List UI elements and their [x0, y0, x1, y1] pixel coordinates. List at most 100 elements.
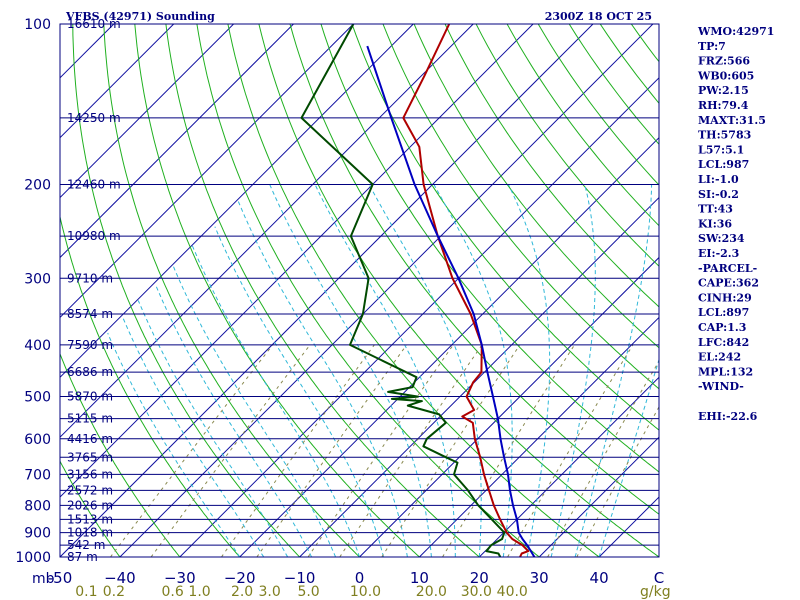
temperature-trace: [402, 24, 530, 557]
moist-adiabat-line: [137, 300, 289, 557]
index-value: SI:-0.2: [698, 188, 739, 201]
pressure-unit-label: mb: [32, 571, 55, 587]
temperature-tick-label: 10: [410, 569, 429, 587]
dry-adiabat-line: [776, 12, 800, 557]
index-value: LCL:897: [698, 306, 749, 319]
isotherm-line: [299, 196, 659, 557]
isotherm-line: [60, 24, 594, 557]
mixing-ratio-label: 3.0: [259, 584, 281, 600]
mixing-ratio-label: 10.0: [350, 584, 381, 600]
height-label: 8574 m: [67, 307, 113, 321]
mixing-ratio-label: 1.0: [188, 584, 210, 600]
pressure-tick-label: 500: [24, 390, 51, 406]
moist-adiabat-line: [107, 332, 241, 557]
isotherm-line: [359, 256, 659, 557]
moist-adiabat-line: [368, 184, 482, 557]
height-label: 16610 m: [67, 17, 121, 31]
index-value: MAXT:31.5: [698, 114, 766, 127]
mixing-ratio-label: 40.0: [497, 584, 528, 600]
index-value: RH:79.4: [698, 99, 749, 112]
isotherm-line: [239, 136, 659, 557]
isotherm-line: [60, 24, 234, 199]
index-value: TT:43: [698, 203, 733, 216]
dewpoint-trace: [300, 24, 506, 557]
mixing-ratio-unit-label: g/kg: [640, 584, 671, 600]
index-value: TP:7: [698, 40, 726, 53]
temperature-tick-label: −20: [224, 569, 256, 587]
index-value: CINH:29: [698, 291, 752, 304]
pressure-tick-label: 600: [24, 432, 51, 448]
index-value: FRZ:566: [698, 55, 750, 68]
height-label: 1018 m: [67, 526, 113, 540]
isotherm-line: [60, 24, 175, 139]
height-label: 2026 m: [67, 498, 113, 512]
temperature-tick-label: C: [654, 569, 664, 587]
isotherm-line: [419, 316, 659, 557]
isotherm-line: [179, 77, 659, 557]
pressure-tick-label: 200: [24, 177, 51, 193]
index-value: KI:36: [698, 217, 732, 230]
height-label: 2572 m: [67, 483, 113, 497]
index-value: SW:234: [698, 232, 745, 245]
dry-adiabat-line: [475, 24, 659, 267]
moist-adiabat-line: [191, 245, 360, 557]
temperature-tick-label: 0: [355, 569, 365, 587]
index-value: PW:2.15: [698, 84, 749, 97]
dry-adiabat-line: [320, 24, 659, 473]
dry-adiabat-line: [351, 24, 659, 431]
mixing-ratio-label: 5.0: [297, 584, 319, 600]
height-label: 14250 m: [67, 111, 121, 125]
temperature-tick-label: 30: [530, 569, 549, 587]
height-label: 3156 m: [67, 467, 113, 481]
chart-title: VFBS (42971) Sounding: [65, 10, 215, 23]
index-value: LCL:987: [698, 158, 749, 171]
isotherm-line: [478, 376, 659, 557]
index-value: LI:-1.0: [698, 173, 739, 186]
mixing-ratio-label: 20.0: [416, 584, 447, 600]
pressure-tick-label: 400: [24, 338, 51, 354]
isotherm-line: [60, 24, 414, 379]
height-label: 5870 m: [67, 390, 113, 404]
temperature-tick-label: −40: [104, 569, 136, 587]
temperature-tick-label: 40: [590, 569, 609, 587]
dry-adiabat-line: [444, 24, 659, 308]
mixing-ratio-label: 0.2: [103, 584, 125, 600]
pressure-tick-label: 900: [24, 526, 51, 542]
pressure-tick-label: 800: [24, 498, 51, 514]
pressure-tick-label: 300: [24, 271, 51, 287]
height-label: 10980 m: [67, 229, 121, 243]
index-value: WB0:605: [697, 69, 754, 82]
index-value: WMO:42971: [697, 25, 774, 38]
isotherm-line: [60, 24, 534, 498]
height-label: 6686 m: [67, 365, 113, 379]
moist-adiabat-line: [214, 226, 384, 557]
mixing-ratio-label: 30.0: [461, 584, 492, 600]
index-value: EHI:-22.6: [698, 410, 758, 423]
temperature-tick-label: −30: [164, 569, 196, 587]
isotherm-line: [60, 24, 474, 438]
index-value: CAP:1.3: [698, 321, 746, 334]
moist-adiabat-line: [155, 285, 313, 557]
height-label: 7590 m: [67, 338, 113, 352]
index-value: CAPE:362: [698, 277, 759, 290]
isotherm-line: [60, 24, 354, 319]
moist-adiabat-line: [237, 201, 408, 557]
height-label: 87 m: [67, 550, 98, 564]
index-value: EL:242: [698, 351, 741, 364]
temperature-tick-label: -50: [48, 569, 73, 587]
isotherm-line: [538, 436, 659, 557]
height-label: 9710 m: [67, 271, 113, 285]
index-value: -WIND-: [698, 380, 744, 393]
index-value: L57:5.1: [698, 143, 744, 156]
pressure-tick-label: 1000: [15, 550, 51, 566]
mixing-ratio-label: 0.6: [161, 584, 183, 600]
mixing-ratio-label: 0.1: [75, 584, 97, 600]
plot-background: [60, 24, 659, 557]
dry-adiabat-line: [382, 24, 659, 390]
sounding-time: 2300Z 18 OCT 25: [545, 10, 652, 23]
pressure-tick-label: 700: [24, 467, 51, 483]
height-label: 3765 m: [67, 450, 113, 464]
plot-frame: [59, 23, 660, 558]
temperature-tick-label: 20: [470, 569, 489, 587]
